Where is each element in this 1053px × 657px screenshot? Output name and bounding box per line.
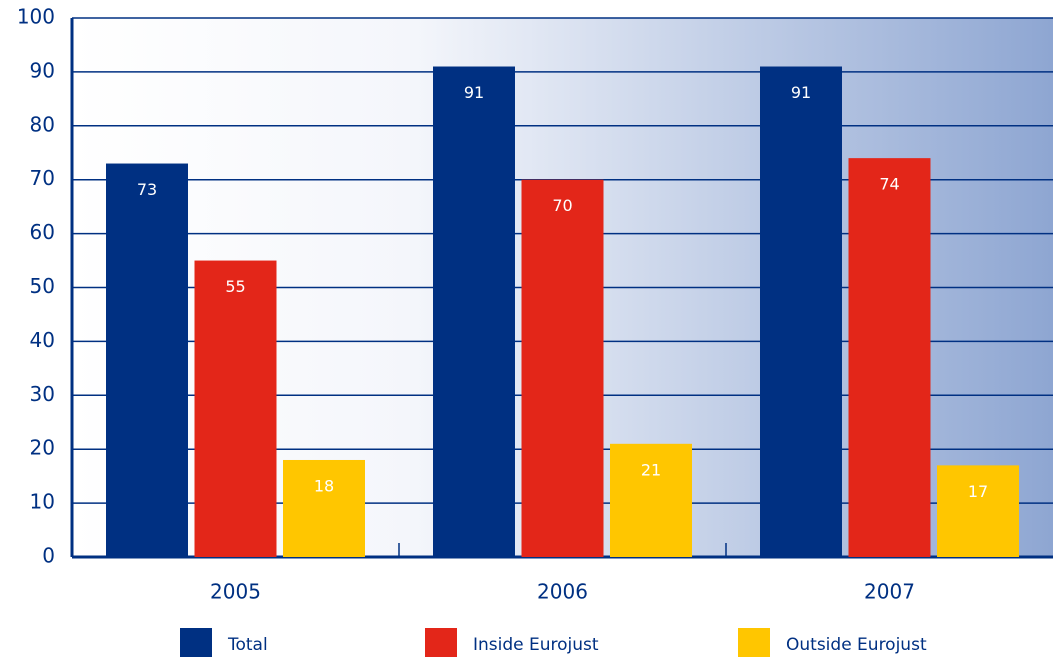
y-tick-label: 20 <box>30 436 55 460</box>
y-tick-label: 50 <box>30 274 55 298</box>
bar <box>610 443 692 557</box>
value-label: 70 <box>552 196 572 215</box>
legend-label: Inside Eurojust <box>473 635 599 655</box>
value-label: 18 <box>314 476 334 495</box>
legend-swatch <box>180 628 212 657</box>
value-label: 91 <box>464 83 484 102</box>
y-tick-label: 30 <box>30 382 55 406</box>
legend-swatch <box>425 628 457 657</box>
bar <box>521 179 604 557</box>
y-tick-label: 70 <box>30 166 55 190</box>
legend-swatch <box>738 628 770 657</box>
value-label: 74 <box>879 175 899 194</box>
y-tick-label: 60 <box>30 220 55 244</box>
bar <box>283 459 365 557</box>
x-tick-label: 2005 <box>210 580 261 604</box>
value-label: 17 <box>968 482 988 501</box>
bar <box>106 163 188 557</box>
y-tick-label: 80 <box>30 112 55 136</box>
y-tick-label: 0 <box>42 544 55 568</box>
x-tick-label: 2006 <box>537 580 588 604</box>
y-tick-label: 100 <box>17 5 55 29</box>
legend-label: Total <box>227 635 268 655</box>
legend-label: Outside Eurojust <box>786 635 927 655</box>
value-label: 91 <box>791 83 811 102</box>
y-tick-label: 10 <box>30 490 55 514</box>
bar <box>433 66 515 557</box>
y-tick-label: 40 <box>30 328 55 352</box>
bar <box>760 66 842 557</box>
y-tick-label: 90 <box>30 58 55 82</box>
value-label: 55 <box>225 277 245 296</box>
bar <box>937 465 1019 557</box>
bar <box>194 260 277 557</box>
value-label: 73 <box>137 180 157 199</box>
x-tick-label: 2007 <box>864 580 915 604</box>
bar <box>848 158 931 557</box>
value-label: 21 <box>641 460 661 479</box>
